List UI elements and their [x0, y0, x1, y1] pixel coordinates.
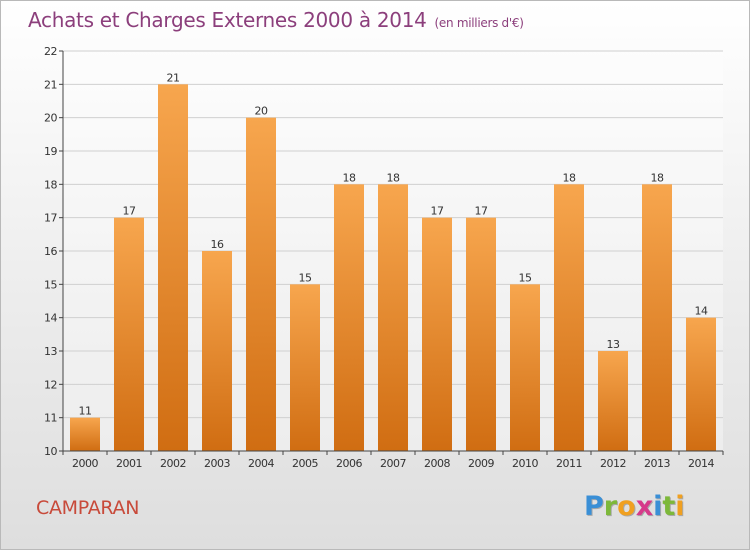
bar [114, 217, 144, 451]
logo-letter: P [584, 491, 604, 522]
y-tick-label: 21 [44, 78, 57, 91]
x-tick-label: 2012 [600, 457, 626, 470]
bar [422, 217, 452, 451]
logo-letter: x [635, 491, 654, 522]
y-tick-label: 10 [44, 445, 57, 458]
bar [246, 117, 276, 452]
bar-value-label: 17 [475, 205, 488, 218]
logo-letter: o [617, 491, 636, 522]
x-tick-label: 2011 [556, 457, 582, 470]
x-tick-label: 2002 [160, 457, 186, 470]
bar-value-label: 17 [431, 205, 444, 218]
x-tick-label: 2008 [424, 457, 450, 470]
bar-value-label: 14 [695, 305, 708, 318]
bar-value-label: 16 [211, 238, 224, 251]
logo-letter: t [662, 491, 676, 522]
bar [466, 217, 496, 451]
chart-title-text: Achats et Charges Externes 2000 à 2014 [28, 8, 427, 32]
bar [290, 284, 320, 451]
y-tick-label: 17 [44, 212, 57, 225]
x-tick-label: 2013 [644, 457, 670, 470]
x-tick-label: 2003 [204, 457, 230, 470]
proxiti-logo: Proxiti [584, 491, 685, 522]
logo-letter: r [603, 491, 618, 522]
bar [70, 417, 100, 451]
x-tick-label: 2001 [116, 457, 142, 470]
bar-value-label: 20 [255, 105, 268, 118]
x-tick-label: 2006 [336, 457, 362, 470]
commune-name: CAMPARAN [36, 497, 140, 519]
bar-value-label: 13 [607, 338, 620, 351]
y-tick-label: 13 [44, 345, 57, 358]
y-tick-label: 22 [44, 45, 57, 58]
x-tick-label: 2014 [688, 457, 714, 470]
y-tick-label: 11 [44, 412, 57, 425]
bar-value-label: 18 [563, 171, 576, 184]
bar [686, 317, 716, 451]
y-tick-label: 18 [44, 178, 57, 191]
x-tick-label: 2005 [292, 457, 318, 470]
x-tick-label: 2000 [72, 457, 98, 470]
x-tick-label: 2010 [512, 457, 538, 470]
y-tick-label: 12 [44, 378, 57, 391]
x-tick-label: 2004 [248, 457, 274, 470]
bar-value-label: 15 [299, 271, 312, 284]
bar-value-label: 18 [343, 171, 356, 184]
y-tick-label: 16 [44, 245, 57, 258]
bar [378, 184, 408, 452]
x-tick-label: 2009 [468, 457, 494, 470]
bar [554, 184, 584, 452]
logo-letter: i [675, 491, 685, 522]
logo-letter: i [653, 491, 663, 522]
bar-value-label: 18 [651, 171, 664, 184]
chart-title: Achats et Charges Externes 2000 à 2014 (e… [28, 8, 524, 32]
bar [334, 184, 364, 452]
bar-value-label: 18 [387, 171, 400, 184]
bar [510, 284, 540, 451]
y-tick-label: 20 [44, 112, 57, 125]
y-tick-label: 15 [44, 278, 57, 291]
bar [202, 251, 232, 451]
bar-value-label: 21 [167, 71, 180, 84]
bar-value-label: 15 [519, 271, 532, 284]
y-tick-label: 19 [44, 145, 57, 158]
bar [598, 351, 628, 451]
y-tick-label: 14 [44, 312, 57, 325]
bar [642, 184, 672, 452]
bar-value-label: 11 [79, 405, 92, 418]
x-tick-label: 2007 [380, 457, 406, 470]
bar-value-label: 17 [123, 205, 136, 218]
chart-subtitle: (en milliers d'€) [434, 16, 524, 30]
bar [158, 84, 188, 451]
